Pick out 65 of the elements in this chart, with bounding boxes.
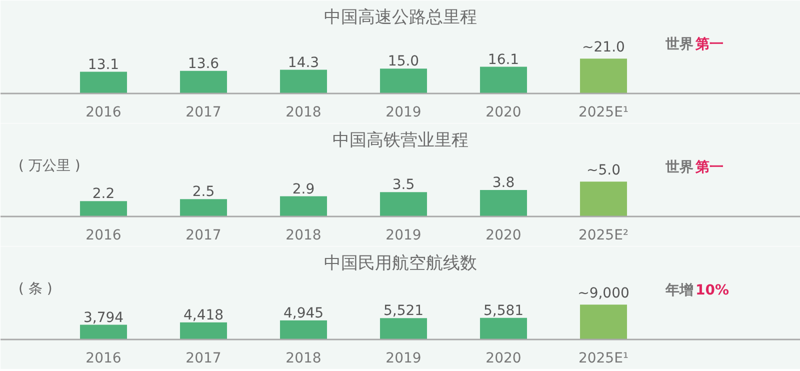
data-label: 5,521 bbox=[383, 303, 424, 320]
data-label: ~5.0 bbox=[586, 162, 620, 179]
data-label: 14.3 bbox=[288, 54, 320, 71]
bar bbox=[380, 68, 427, 94]
bar bbox=[180, 199, 227, 216]
x-tick-label: 2016 bbox=[86, 104, 122, 120]
data-label: 2.9 bbox=[292, 181, 315, 198]
data-label: 5,581 bbox=[483, 302, 524, 319]
y-axis-title: ( 条 ) bbox=[18, 280, 52, 297]
x-tick-label: 2025E¹ bbox=[578, 104, 629, 120]
text: 世界 bbox=[664, 36, 694, 52]
data-label: ~21.0 bbox=[582, 40, 625, 56]
x-tick-label: 2016 bbox=[86, 228, 122, 244]
bar bbox=[280, 70, 327, 94]
y-axis-title: ( 万公里 ) bbox=[18, 158, 80, 174]
x-tick-label: 2025E¹ bbox=[578, 350, 629, 366]
bar bbox=[480, 190, 527, 216]
bar bbox=[580, 58, 627, 94]
x-tick-label: 2019 bbox=[386, 104, 422, 120]
data-label: 15.0 bbox=[388, 54, 420, 70]
chart-title: 中国高铁营业里程 bbox=[332, 130, 468, 150]
x-tick-label: 2020 bbox=[486, 228, 522, 244]
data-label: 13.6 bbox=[188, 56, 220, 72]
x-tick-label: 2017 bbox=[186, 104, 222, 120]
data-label: 4,945 bbox=[283, 305, 324, 322]
text: 第一 bbox=[694, 36, 724, 52]
x-tick-label: 2025E² bbox=[578, 228, 629, 244]
x-tick-label: 2018 bbox=[286, 350, 322, 366]
data-label: 4,418 bbox=[183, 307, 224, 324]
bar bbox=[180, 322, 227, 340]
bar bbox=[380, 192, 427, 216]
chart-title: 中国高速公路总里程 bbox=[324, 8, 477, 28]
data-label: 3.8 bbox=[492, 175, 515, 192]
x-tick-label: 2019 bbox=[386, 350, 422, 366]
text: 10% bbox=[696, 282, 730, 298]
bar bbox=[280, 196, 327, 216]
bar bbox=[580, 304, 627, 340]
text: 世界 bbox=[664, 160, 694, 176]
bar bbox=[380, 318, 427, 340]
data-label: 2.5 bbox=[192, 184, 215, 200]
bar bbox=[480, 66, 527, 94]
data-label: 2.2 bbox=[92, 186, 115, 202]
bar bbox=[80, 324, 127, 340]
x-tick-label: 2017 bbox=[186, 350, 222, 366]
bar bbox=[80, 201, 127, 216]
data-label: 3.5 bbox=[392, 177, 415, 194]
data-label: ~9,000 bbox=[578, 286, 630, 302]
x-tick-label: 2020 bbox=[486, 350, 522, 366]
text: 第一 bbox=[694, 160, 724, 176]
bar bbox=[480, 318, 527, 340]
x-tick-label: 2018 bbox=[286, 104, 322, 120]
data-label: 3,794 bbox=[83, 310, 124, 326]
chart-title: 中国民用航空航线数 bbox=[324, 254, 477, 274]
x-tick-label: 2017 bbox=[186, 228, 222, 244]
text: 年增 bbox=[664, 282, 694, 298]
x-tick-label: 2020 bbox=[486, 104, 522, 120]
bar bbox=[280, 320, 327, 340]
data-label: 13.1 bbox=[88, 56, 120, 73]
x-tick-label: 2016 bbox=[86, 350, 122, 366]
data-label: 16.1 bbox=[488, 52, 520, 68]
bar bbox=[580, 182, 627, 216]
x-tick-label: 2018 bbox=[286, 228, 322, 244]
bar bbox=[180, 70, 227, 94]
bar bbox=[80, 72, 127, 94]
x-tick-label: 2019 bbox=[386, 228, 422, 244]
